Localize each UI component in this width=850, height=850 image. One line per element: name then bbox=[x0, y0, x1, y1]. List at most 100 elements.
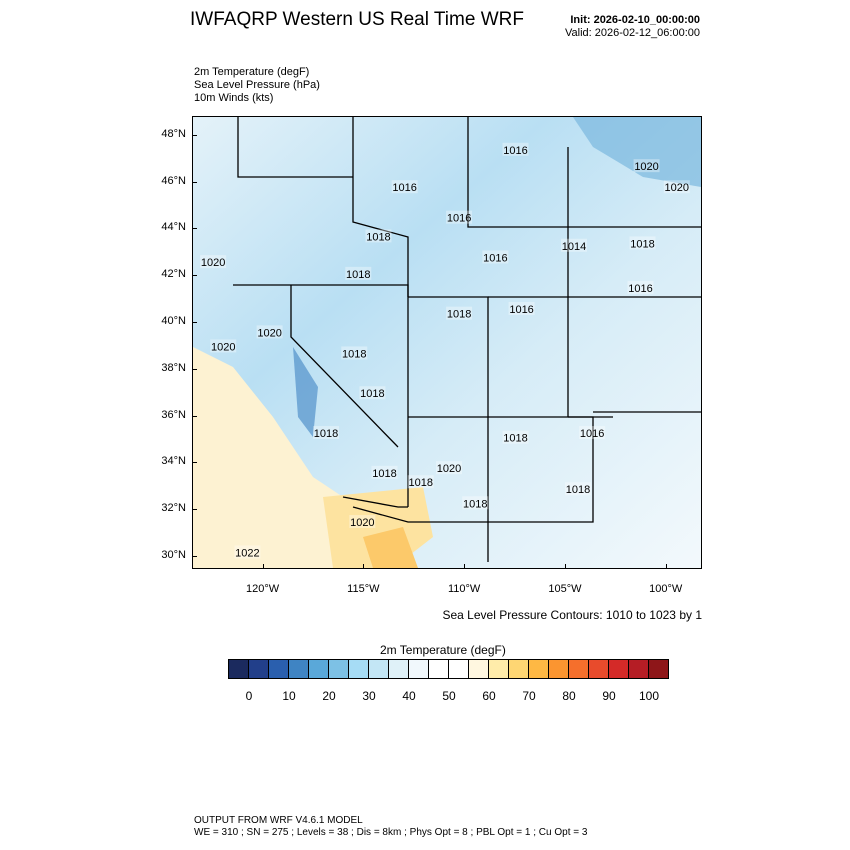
pressure-label: 1018 bbox=[360, 388, 384, 400]
map-canvas: 1016 1020 1020 1016 1016 1018 1014 1018 1016 1020… bbox=[193, 117, 701, 568]
footer-model: OUTPUT FROM WRF V4.6.1 MODEL bbox=[194, 815, 363, 826]
pressure-label-bg bbox=[663, 180, 690, 194]
valid-time: Valid: 2026-02-12_06:00:00 bbox=[565, 27, 700, 39]
pressure-label: 1016 bbox=[509, 304, 533, 316]
colorbar-swatch bbox=[329, 660, 349, 678]
colorbar-swatch bbox=[269, 660, 289, 678]
init-time: Init: 2026-02-10_00:00:00 bbox=[570, 14, 700, 26]
pressure-label: 1018 bbox=[342, 348, 366, 360]
pressure-label-bg bbox=[436, 461, 463, 475]
lat-tick-mark bbox=[192, 509, 197, 511]
pressure-label-bg bbox=[345, 266, 372, 280]
pressure-label-bg bbox=[313, 426, 340, 440]
colorbar-swatch bbox=[569, 660, 589, 678]
pressure-label: 1018 bbox=[372, 468, 396, 480]
lon-tick-mark bbox=[665, 564, 667, 569]
lat-tick-label: 40°N bbox=[161, 315, 186, 327]
pressure-label-bg bbox=[341, 346, 368, 360]
pressure-label-bg bbox=[627, 280, 654, 294]
field-label-pressure: Sea Level Pressure (hPa) bbox=[194, 79, 320, 91]
pressure-label: 1020 bbox=[201, 257, 225, 269]
colorbar-swatch bbox=[609, 660, 629, 678]
pressure-label-bg bbox=[502, 142, 529, 156]
pressure-label-bg bbox=[502, 430, 529, 444]
colorbar-label: 40 bbox=[402, 689, 416, 703]
pressure-label: 1018 bbox=[503, 433, 527, 445]
colorbar-swatch bbox=[509, 660, 529, 678]
pressure-label: 1018 bbox=[314, 428, 338, 440]
colorbar-swatch bbox=[629, 660, 649, 678]
lat-tick-mark bbox=[192, 134, 197, 136]
colorbar-swatch bbox=[369, 660, 389, 678]
field-label-winds: 10m Winds (kts) bbox=[194, 92, 274, 104]
footer-config: WE = 310 ; SN = 275 ; Levels = 38 ; Dis … bbox=[194, 827, 588, 838]
pressure-label: 1020 bbox=[634, 161, 658, 173]
pressure-label: 1018 bbox=[346, 269, 370, 281]
lon-tick-mark bbox=[564, 564, 566, 569]
pressure-label-bg bbox=[446, 210, 473, 224]
pressure-label-bg bbox=[508, 301, 535, 315]
field-label-temperature: 2m Temperature (degF) bbox=[194, 66, 310, 78]
lat-tick-label: 30°N bbox=[161, 549, 186, 562]
lat-tick-mark bbox=[192, 228, 197, 230]
pressure-label-bg bbox=[359, 386, 386, 400]
pressure-label-bg bbox=[462, 496, 489, 510]
colorbar-swatch bbox=[389, 660, 409, 678]
sierra-cold-region bbox=[293, 347, 318, 437]
pressure-label: 1018 bbox=[630, 238, 654, 250]
map-panel: 1016 1020 1020 1016 1016 1018 1014 1018 1016 1020… bbox=[192, 116, 702, 569]
contour-info: Sea Level Pressure Contours: 1010 to 102… bbox=[442, 608, 703, 622]
colorbar-swatch bbox=[349, 660, 369, 678]
lat-tick-label: 46°N bbox=[161, 174, 186, 187]
colorbar-label: 50 bbox=[442, 689, 456, 703]
pressure-label: 1016 bbox=[392, 182, 416, 194]
pressure-label: 1016 bbox=[483, 252, 507, 264]
pressure-label: 1018 bbox=[463, 498, 487, 510]
lat-tick-mark bbox=[192, 462, 197, 464]
lon-tick-mark bbox=[262, 564, 264, 569]
colorbar-title: 2m Temperature (degF) bbox=[380, 643, 506, 657]
colorbar-label: 80 bbox=[562, 689, 576, 703]
lat-tick-label: 48°N bbox=[161, 127, 186, 140]
pressure-label: 1020 bbox=[257, 327, 281, 339]
colorbar-swatch bbox=[229, 660, 249, 678]
colorbar-label: 100 bbox=[638, 689, 660, 703]
colorbar bbox=[228, 659, 669, 679]
pressure-label: 1014 bbox=[562, 241, 586, 253]
lon-tick-label: 120°W bbox=[245, 583, 280, 595]
lat-tick-mark bbox=[192, 556, 197, 558]
pressure-contour-labels: 1016 1020 1020 1016 1016 1018 1014 1018 1016 1020… bbox=[200, 142, 690, 559]
colorbar-swatch bbox=[649, 660, 668, 678]
pressure-label-bg bbox=[349, 515, 376, 529]
hot-region bbox=[363, 527, 418, 568]
pressure-label: 1020 bbox=[350, 517, 374, 529]
lat-tick-label: 38°N bbox=[161, 361, 186, 374]
colorbar-swatch bbox=[529, 660, 549, 678]
pressure-label-bg bbox=[210, 339, 237, 353]
colorbar-swatch bbox=[309, 660, 329, 678]
lon-tick-mark bbox=[363, 564, 365, 569]
lat-tick-mark bbox=[192, 181, 197, 183]
colorbar-label: 0 bbox=[245, 689, 253, 703]
pressure-label-bg bbox=[579, 426, 606, 440]
colorbar-swatch bbox=[409, 660, 429, 678]
colorbar-swatch bbox=[489, 660, 509, 678]
pressure-label: 1020 bbox=[665, 182, 689, 194]
pressure-label: 1016 bbox=[628, 283, 652, 295]
pressure-label: 1018 bbox=[409, 477, 433, 489]
lon-tick-label: 100°W bbox=[649, 583, 683, 595]
lon-tick-mark bbox=[464, 564, 466, 569]
pressure-label-bg bbox=[200, 255, 227, 269]
pressure-label: 1022 bbox=[235, 547, 259, 559]
ocean-warm-region bbox=[193, 347, 363, 568]
colorbar-swatch bbox=[469, 660, 489, 678]
colorbar-label: 70 bbox=[522, 689, 536, 703]
pressure-label-bg bbox=[391, 180, 418, 194]
lat-tick-label: 36°N bbox=[161, 408, 186, 421]
lat-tick-label: 44°N bbox=[161, 221, 186, 234]
pressure-label: 1018 bbox=[366, 231, 390, 243]
lat-tick-mark bbox=[192, 275, 197, 277]
colorbar-label: 10 bbox=[282, 689, 296, 703]
pressure-label-bg bbox=[365, 229, 392, 243]
